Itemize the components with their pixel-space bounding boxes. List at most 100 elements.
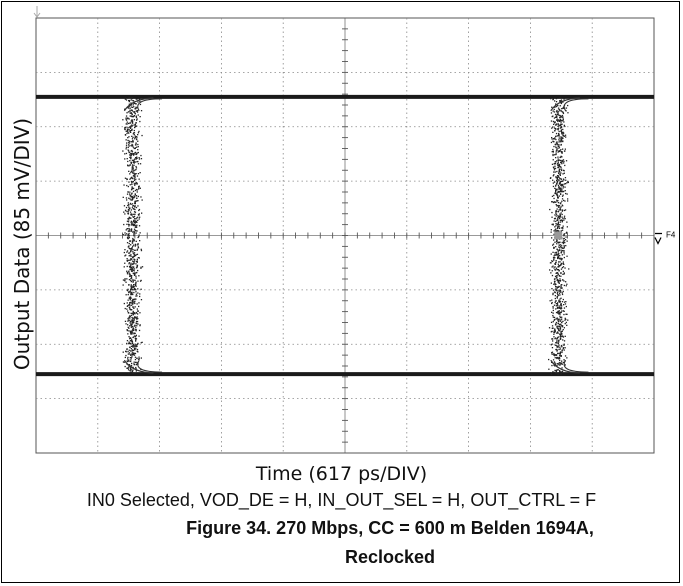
transition-sample (134, 175, 136, 177)
transition-sample (560, 180, 562, 182)
transition-sample (557, 206, 560, 208)
transition-sample (553, 123, 555, 125)
transition-sample (555, 369, 558, 372)
transition-sample (554, 192, 556, 194)
transition-sample (554, 331, 556, 333)
transition-sample (557, 332, 559, 334)
transition-sample (565, 136, 567, 138)
overshoot-curve (563, 359, 589, 373)
transition-sample (566, 226, 568, 228)
transition-sample (129, 153, 132, 155)
transition-sample (126, 340, 129, 342)
transition-sample (131, 323, 133, 326)
transition-sample (556, 143, 558, 145)
transition-sample (130, 357, 132, 359)
transition-sample (137, 140, 139, 142)
transition-sample (130, 180, 133, 183)
transition-sample (559, 370, 561, 372)
transition-sample (128, 279, 131, 281)
transition-sample (553, 331, 555, 333)
transition-sample (137, 160, 139, 163)
transition-sample (564, 190, 566, 192)
transition-sample (562, 298, 564, 301)
transition-sample (135, 244, 137, 246)
transition-sample (551, 270, 553, 272)
transition-sample (132, 139, 134, 142)
transition-sample (127, 149, 129, 151)
transition-sample (132, 216, 134, 218)
transition-sample (553, 333, 555, 335)
transition-sample (130, 294, 132, 296)
transition-sample (557, 125, 559, 127)
transition-sample (551, 352, 553, 354)
transition-sample (134, 358, 137, 361)
transition-sample (566, 255, 568, 257)
transition-sample (551, 299, 553, 301)
transition-sample (560, 121, 562, 123)
transition-sample (132, 153, 134, 155)
transition-sample (126, 223, 128, 225)
transition-sample (127, 191, 129, 193)
transition-sample (133, 287, 136, 290)
transition-sample (558, 362, 560, 364)
transition-sample (129, 274, 131, 276)
transition-sample (564, 364, 566, 366)
transition-sample (555, 220, 557, 223)
transition-sample (131, 143, 133, 146)
transition-sample (135, 153, 138, 156)
transition-sample (134, 298, 136, 300)
transition-sample (131, 322, 134, 324)
transition-sample (131, 269, 133, 271)
transition-sample (132, 336, 134, 339)
transition-sample (563, 98, 565, 100)
transition-sample (129, 342, 131, 344)
transition-sample (128, 228, 131, 230)
transition-sample (128, 252, 130, 254)
transition-sample (551, 223, 553, 226)
transition-sample (556, 307, 558, 309)
transition-sample (554, 354, 556, 356)
transition-sample (135, 370, 137, 372)
transition-sample (555, 246, 557, 248)
transition-sample (549, 269, 551, 271)
transition-sample (560, 303, 562, 305)
transition-sample (134, 112, 136, 114)
transition-sample (555, 371, 557, 373)
transition-sample (556, 181, 559, 183)
transition-sample (565, 305, 567, 308)
transition-sample (552, 312, 554, 314)
transition-sample (139, 232, 141, 234)
transition-sample (556, 183, 558, 185)
transition-sample (564, 200, 566, 202)
transition-sample (554, 252, 556, 254)
transition-sample (563, 253, 565, 255)
transition-sample (138, 225, 141, 227)
transition-sample (557, 357, 559, 359)
transition-sample (562, 261, 564, 263)
transition-sample (129, 330, 132, 332)
transition-sample (550, 282, 552, 284)
transition-sample (563, 343, 565, 345)
transition-sample (125, 206, 128, 209)
transition-sample (557, 369, 560, 371)
transition-sample (563, 219, 565, 221)
transition-sample (127, 204, 129, 207)
transition-sample (558, 172, 560, 175)
transition-sample (131, 195, 133, 197)
transition-sample (130, 196, 132, 198)
transition-sample (552, 265, 554, 267)
transition-sample (127, 367, 129, 369)
transition-sample (557, 363, 559, 365)
transition-sample (561, 371, 563, 373)
test-conditions: IN0 Selected, VOD_DE = H, IN_OUT_SEL = H… (86, 490, 597, 510)
transition-sample (133, 319, 135, 322)
transition-sample (132, 302, 134, 304)
transition-sample (128, 291, 130, 293)
transition-sample (128, 360, 130, 362)
transition-sample (135, 98, 137, 100)
transition-sample (136, 249, 138, 251)
transition-sample (136, 226, 138, 228)
transition-sample (563, 247, 565, 249)
transition-sample (128, 209, 130, 211)
transition-sample (558, 352, 560, 355)
